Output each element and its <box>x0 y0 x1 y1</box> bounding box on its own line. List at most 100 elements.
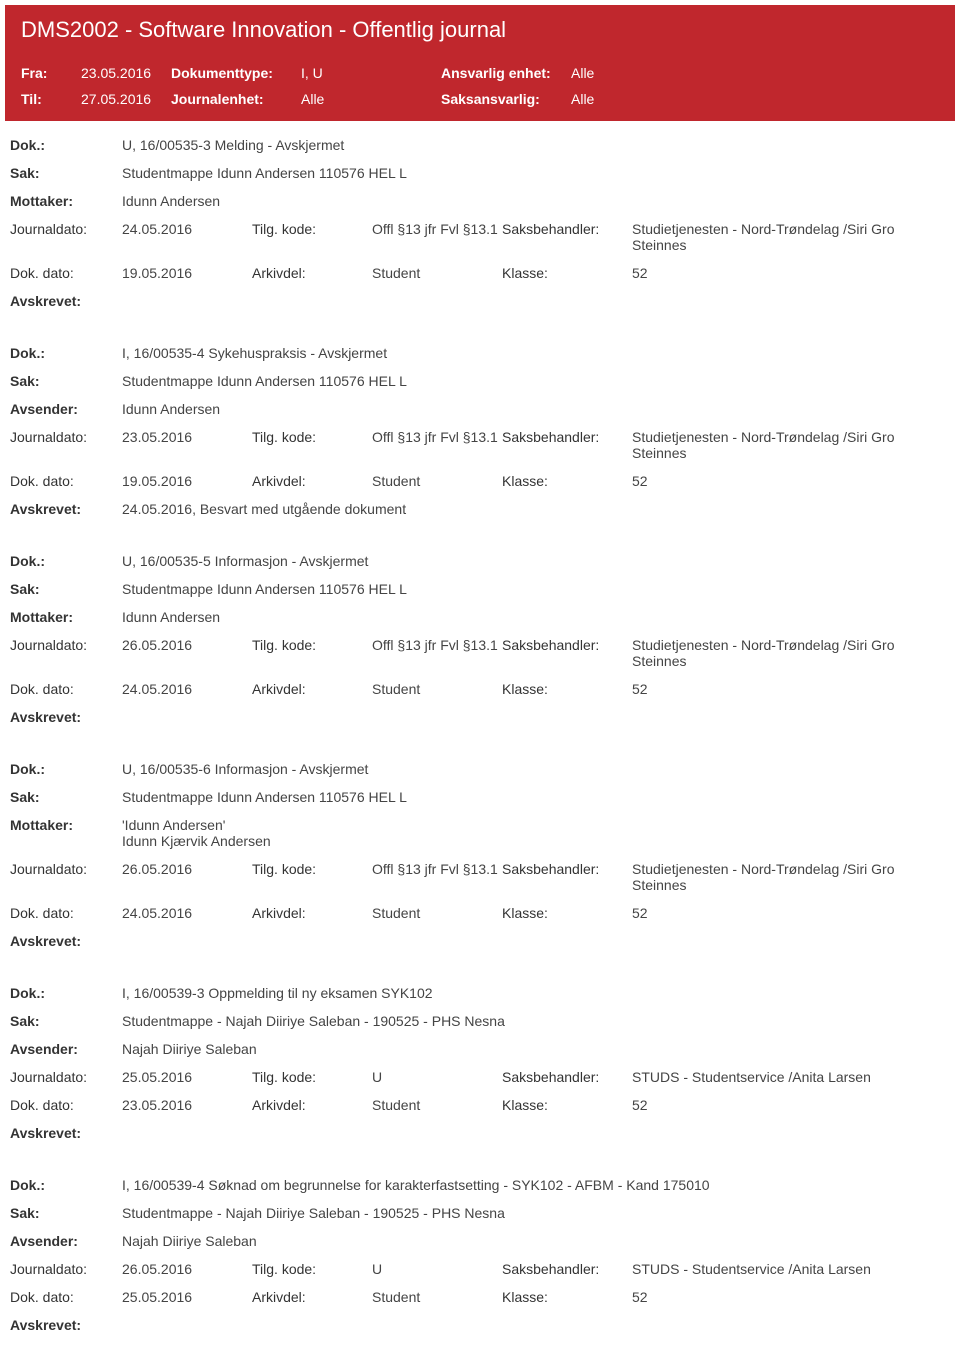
dokumenttype-label: Dokumenttype: <box>171 65 301 81</box>
saksbehandler-value: Studietjenesten - Nord-Trøndelag /Siri G… <box>632 429 950 461</box>
journaldato-value: 26.05.2016 <box>122 637 252 653</box>
dokdato-value: 25.05.2016 <box>122 1289 252 1305</box>
tilgkode-value: U <box>372 1069 502 1085</box>
journalenhet-label: Journalenhet: <box>171 91 301 107</box>
avskrevet-label: Avskrevet: <box>10 933 122 949</box>
dokdato-label: Dok. dato: <box>10 265 122 281</box>
journaldato-value: 26.05.2016 <box>122 1261 252 1277</box>
dok-value: U, 16/00535-6 Informasjon - Avskjermet <box>122 761 950 777</box>
dokdato-label: Dok. dato: <box>10 681 122 697</box>
dok-value: I, 16/00539-4 Søknad om begrunnelse for … <box>122 1177 950 1193</box>
avskrevet-label: Avskrevet: <box>10 709 122 725</box>
journal-entry: Dok.: I, 16/00539-3 Oppmelding til ny ek… <box>0 969 960 1161</box>
avskrevet-label: Avskrevet: <box>10 1317 122 1333</box>
arkivdel-label: Arkivdel: <box>252 905 372 921</box>
sak-label: Sak: <box>10 1013 122 1029</box>
dok-value: U, 16/00535-3 Melding - Avskjermet <box>122 137 950 153</box>
sak-value: Studentmappe Idunn Andersen 110576 HEL L <box>122 373 950 389</box>
party-value: Najah Diiriye Saleban <box>122 1233 950 1249</box>
klasse-value: 52 <box>632 681 950 697</box>
avskrevet-value <box>122 709 950 725</box>
arkivdel-label: Arkivdel: <box>252 473 372 489</box>
dok-label: Dok.: <box>10 1177 122 1193</box>
sak-label: Sak: <box>10 789 122 805</box>
avskrevet-value <box>122 933 950 949</box>
journaldato-label: Journaldato: <box>10 1069 122 1085</box>
sak-label: Sak: <box>10 373 122 389</box>
sak-value: Studentmappe Idunn Andersen 110576 HEL L <box>122 789 950 805</box>
tilgkode-value: Offl §13 jfr Fvl §13.1 <box>372 221 502 237</box>
journaldato-label: Journaldato: <box>10 429 122 445</box>
saksansvarlig-value: Alle <box>571 91 651 107</box>
tilgkode-label: Tilg. kode: <box>252 221 372 237</box>
klasse-label: Klasse: <box>502 1289 632 1305</box>
avskrevet-label: Avskrevet: <box>10 1125 122 1141</box>
journaldato-value: 23.05.2016 <box>122 429 252 445</box>
arkivdel-value: Student <box>372 265 502 281</box>
dok-value: U, 16/00535-5 Informasjon - Avskjermet <box>122 553 950 569</box>
arkivdel-value: Student <box>372 905 502 921</box>
saksbehandler-label: Saksbehandler: <box>502 1261 632 1277</box>
page-title: DMS2002 - Software Innovation - Offentli… <box>5 5 955 55</box>
saksbehandler-value: STUDS - Studentservice /Anita Larsen <box>632 1261 950 1277</box>
klasse-value: 52 <box>632 473 950 489</box>
saksbehandler-value: Studietjenesten - Nord-Trøndelag /Siri G… <box>632 637 950 669</box>
dokumenttype-value: I, U <box>301 65 441 81</box>
saksbehandler-label: Saksbehandler: <box>502 429 632 445</box>
saksbehandler-label: Saksbehandler: <box>502 637 632 653</box>
arkivdel-label: Arkivdel: <box>252 1289 372 1305</box>
dokdato-value: 19.05.2016 <box>122 265 252 281</box>
avskrevet-value <box>122 1125 950 1141</box>
journal-entry: Dok.: U, 16/00535-6 Informasjon - Avskje… <box>0 745 960 969</box>
klasse-label: Klasse: <box>502 681 632 697</box>
avskrevet-label: Avskrevet: <box>10 501 122 517</box>
saksbehandler-label: Saksbehandler: <box>502 1069 632 1085</box>
dokdato-label: Dok. dato: <box>10 1097 122 1113</box>
sak-value: Studentmappe - Najah Diiriye Saleban - 1… <box>122 1205 950 1221</box>
journal-entry: Dok.: I, 16/00539-4 Søknad om begrunnels… <box>0 1161 960 1353</box>
tilgkode-label: Tilg. kode: <box>252 637 372 653</box>
dokdato-value: 24.05.2016 <box>122 681 252 697</box>
dok-label: Dok.: <box>10 985 122 1001</box>
party-value: Idunn Andersen <box>122 193 950 209</box>
ansvarlig-label: Ansvarlig enhet: <box>441 65 571 81</box>
til-label: Til: <box>21 91 81 107</box>
dok-label: Dok.: <box>10 345 122 361</box>
klasse-value: 52 <box>632 905 950 921</box>
journaldato-value: 26.05.2016 <box>122 861 252 877</box>
party-label: Mottaker: <box>10 817 122 849</box>
party-value: 'Idunn Andersen'Idunn Kjærvik Andersen <box>122 817 950 849</box>
dok-label: Dok.: <box>10 137 122 153</box>
klasse-value: 52 <box>632 1289 950 1305</box>
arkivdel-value: Student <box>372 681 502 697</box>
dokdato-label: Dok. dato: <box>10 473 122 489</box>
til-value: 27.05.2016 <box>81 91 171 107</box>
header-meta: Fra: 23.05.2016 Dokumenttype: I, U Ansva… <box>5 55 955 121</box>
tilgkode-label: Tilg. kode: <box>252 1261 372 1277</box>
tilgkode-label: Tilg. kode: <box>252 429 372 445</box>
dok-label: Dok.: <box>10 761 122 777</box>
journalenhet-value: Alle <box>301 91 441 107</box>
tilgkode-value: Offl §13 jfr Fvl §13.1 <box>372 861 502 877</box>
journaldato-label: Journaldato: <box>10 221 122 237</box>
journal-entry: Dok.: U, 16/00535-3 Melding - Avskjermet… <box>0 121 960 329</box>
avskrevet-label: Avskrevet: <box>10 293 122 309</box>
sak-value: Studentmappe Idunn Andersen 110576 HEL L <box>122 165 950 181</box>
fra-label: Fra: <box>21 65 81 81</box>
tilgkode-label: Tilg. kode: <box>252 1069 372 1085</box>
klasse-value: 52 <box>632 1097 950 1113</box>
journal-entry: Dok.: U, 16/00535-5 Informasjon - Avskje… <box>0 537 960 745</box>
sak-value: Studentmappe - Najah Diiriye Saleban - 1… <box>122 1013 950 1029</box>
saksbehandler-label: Saksbehandler: <box>502 221 632 237</box>
dokdato-value: 23.05.2016 <box>122 1097 252 1113</box>
party-value: Idunn Andersen <box>122 609 950 625</box>
dokdato-value: 19.05.2016 <box>122 473 252 489</box>
sak-value: Studentmappe Idunn Andersen 110576 HEL L <box>122 581 950 597</box>
arkivdel-value: Student <box>372 1097 502 1113</box>
sak-label: Sak: <box>10 1205 122 1221</box>
klasse-label: Klasse: <box>502 905 632 921</box>
tilgkode-value: U <box>372 1261 502 1277</box>
dok-value: I, 16/00535-4 Sykehuspraksis - Avskjerme… <box>122 345 950 361</box>
journaldato-label: Journaldato: <box>10 1261 122 1277</box>
avskrevet-value <box>122 293 950 309</box>
